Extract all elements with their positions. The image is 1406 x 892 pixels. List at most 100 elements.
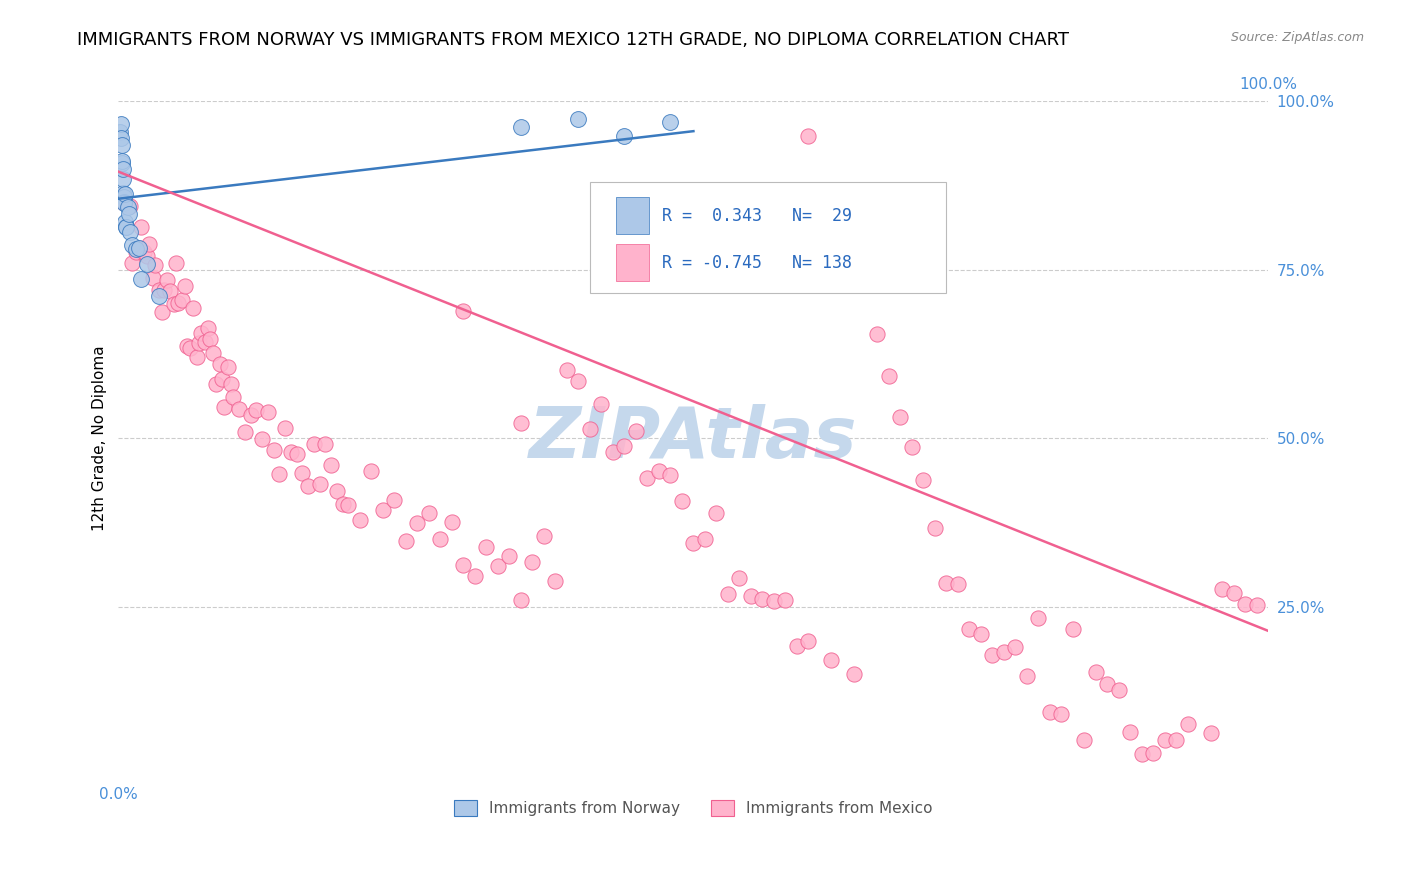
Point — [1234, 597, 1257, 611]
Point — [228, 401, 250, 416]
Point — [751, 591, 773, 606]
Point — [111, 137, 134, 152]
Point — [274, 420, 297, 434]
Point — [233, 425, 256, 439]
Point — [114, 186, 136, 201]
Text: IMMIGRANTS FROM NORWAY VS IMMIGRANTS FROM MEXICO 12TH GRADE, NO DIPLOMA CORRELAT: IMMIGRANTS FROM NORWAY VS IMMIGRANTS FRO… — [77, 31, 1070, 49]
Point — [112, 196, 135, 211]
Point — [659, 115, 682, 129]
Point — [131, 219, 153, 234]
Point — [740, 590, 762, 604]
Point — [510, 416, 533, 430]
Point — [121, 238, 143, 252]
Point — [302, 437, 325, 451]
Point — [257, 405, 280, 419]
Point — [1166, 732, 1188, 747]
Point — [148, 289, 170, 303]
Point — [486, 559, 509, 574]
Text: R =  0.343   N=  29: R = 0.343 N= 29 — [662, 207, 852, 225]
Point — [200, 332, 222, 346]
Point — [360, 464, 382, 478]
Point — [125, 242, 148, 256]
Point — [212, 400, 235, 414]
Point — [1028, 611, 1050, 625]
Point — [706, 507, 728, 521]
Point — [682, 535, 704, 549]
Point — [165, 256, 187, 270]
Point — [820, 653, 842, 667]
Point — [291, 466, 314, 480]
Point — [138, 237, 160, 252]
Point — [728, 571, 751, 585]
Point — [162, 296, 184, 310]
Point — [762, 594, 785, 608]
Point — [118, 199, 141, 213]
Point — [440, 516, 463, 530]
Point — [877, 369, 900, 384]
Point — [1199, 725, 1222, 739]
Point — [167, 296, 190, 310]
Point — [112, 172, 135, 186]
Point — [245, 403, 267, 417]
Point — [1050, 707, 1073, 722]
Point — [384, 493, 406, 508]
Point — [112, 190, 135, 204]
Point — [786, 639, 808, 653]
Point — [453, 304, 475, 318]
Point — [205, 376, 228, 391]
Point — [1119, 725, 1142, 739]
Point — [889, 410, 911, 425]
Point — [475, 540, 498, 554]
Point — [108, 125, 131, 139]
Point — [321, 458, 343, 473]
Point — [912, 473, 935, 487]
Point — [217, 360, 239, 375]
Point — [125, 245, 148, 260]
Point — [1073, 732, 1095, 747]
Point — [1177, 717, 1199, 731]
Point — [222, 390, 245, 404]
FancyBboxPatch shape — [591, 182, 946, 293]
Point — [1108, 683, 1130, 698]
Point — [957, 622, 980, 636]
Point — [110, 131, 132, 145]
Point — [181, 301, 204, 315]
Point — [150, 305, 173, 319]
Point — [111, 156, 134, 170]
Point — [464, 569, 486, 583]
Point — [993, 645, 1015, 659]
Text: R = -0.745   N= 138: R = -0.745 N= 138 — [662, 254, 852, 272]
Point — [208, 357, 231, 371]
Point — [1154, 732, 1177, 747]
Point — [775, 593, 797, 607]
Point — [602, 445, 624, 459]
Point — [844, 666, 866, 681]
Point — [797, 129, 820, 144]
Point — [613, 128, 636, 143]
Point — [924, 520, 946, 534]
Point — [170, 293, 193, 308]
Point — [1039, 705, 1062, 719]
Point — [263, 443, 285, 458]
Point — [533, 529, 555, 543]
Point — [1004, 640, 1026, 654]
Point — [522, 555, 544, 569]
Text: Source: ZipAtlas.com: Source: ZipAtlas.com — [1230, 31, 1364, 45]
Point — [111, 153, 134, 168]
Point — [429, 532, 451, 546]
Legend: Immigrants from Norway, Immigrants from Mexico: Immigrants from Norway, Immigrants from … — [449, 795, 939, 822]
Point — [693, 532, 716, 546]
Point — [117, 200, 139, 214]
Point — [371, 503, 394, 517]
Point — [148, 283, 170, 297]
Point — [201, 346, 224, 360]
Point — [510, 120, 533, 135]
Point — [544, 574, 567, 588]
Point — [194, 335, 217, 350]
Point — [636, 471, 658, 485]
Point — [332, 497, 354, 511]
Text: ZIPAtlas: ZIPAtlas — [529, 404, 858, 473]
Point — [946, 576, 969, 591]
Point — [1015, 669, 1038, 683]
Point — [153, 283, 176, 297]
